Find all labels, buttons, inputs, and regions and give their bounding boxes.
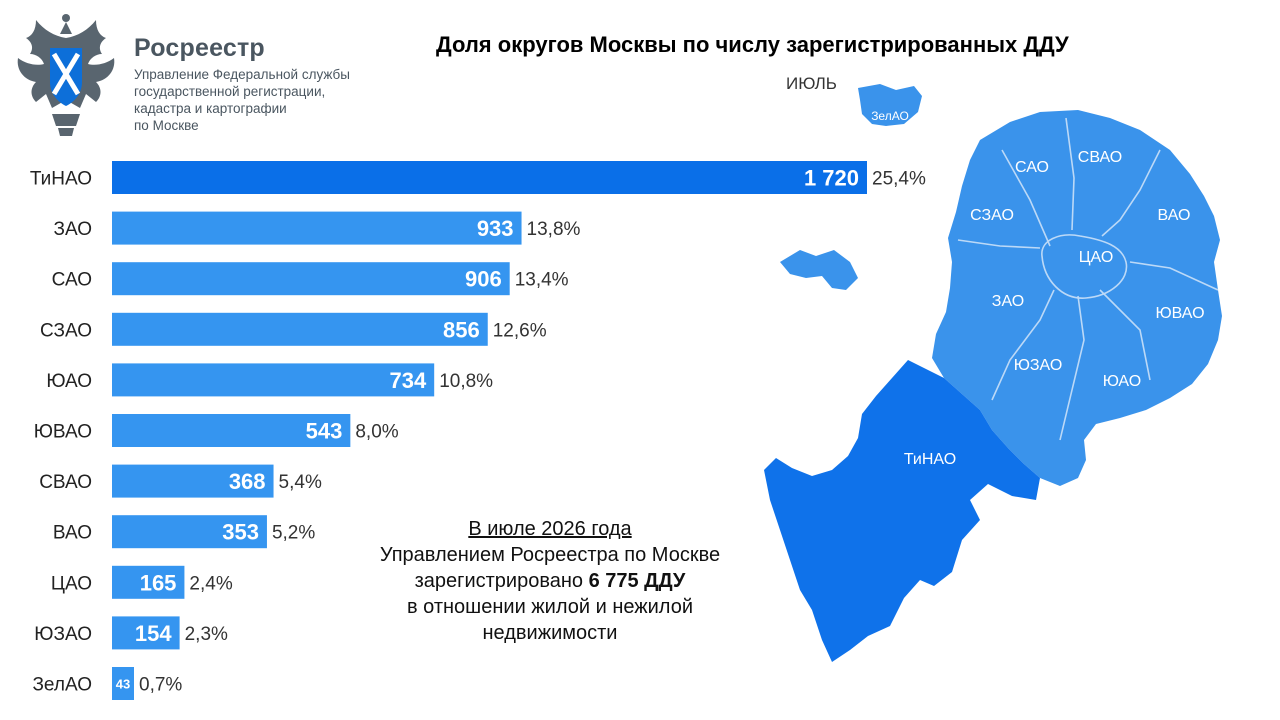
bar-percent-label: 12,6% bbox=[493, 320, 547, 341]
bar bbox=[112, 515, 267, 549]
category-label: ЮАО bbox=[46, 371, 92, 392]
brand-subtitle-line-2: государственной регистрации, bbox=[134, 84, 326, 99]
map-region-island bbox=[780, 250, 858, 290]
category-label: ВАО bbox=[53, 523, 92, 544]
bar-value-label: 43 bbox=[116, 677, 130, 692]
bar-percent-label: 13,4% bbox=[515, 270, 569, 291]
category-label: ЦАО bbox=[51, 573, 92, 594]
map-region-zelao bbox=[858, 84, 922, 126]
bar-value-label: 933 bbox=[477, 216, 514, 241]
bar-value-label: 1 720 bbox=[804, 166, 859, 191]
bar bbox=[112, 616, 180, 650]
bar-percent-label: 5,4% bbox=[279, 472, 322, 493]
bar-value-label: 856 bbox=[443, 317, 480, 342]
bar bbox=[112, 161, 867, 194]
chart-title: Доля округов Москвы по числу зарегистрир… bbox=[436, 32, 1069, 57]
summary-line-4: в отношении жилой и нежилой bbox=[406, 596, 693, 618]
category-label: ЗАО bbox=[53, 219, 92, 240]
bar-value-label: 353 bbox=[222, 520, 259, 545]
bar-percent-label: 2,3% bbox=[185, 624, 228, 645]
summary-line-3: зарегистрировано 6 775 ДДУ bbox=[330, 568, 770, 594]
bar-value-label: 734 bbox=[389, 368, 426, 393]
category-label: ТиНАО bbox=[30, 169, 92, 190]
bar bbox=[112, 565, 185, 599]
bar bbox=[112, 667, 134, 700]
summary-line-5: недвижимости bbox=[482, 622, 618, 644]
summary-period: В июле 2026 года bbox=[468, 518, 632, 540]
bar bbox=[112, 414, 351, 447]
bar bbox=[112, 464, 274, 498]
brand-subtitle-line-1: Управление Федеральной службы bbox=[134, 67, 350, 82]
category-label: ЮЗАО bbox=[34, 624, 92, 645]
moscow-districts-map bbox=[764, 84, 1222, 662]
bar-value-label: 165 bbox=[140, 570, 177, 595]
bar-percent-label: 13,8% bbox=[527, 219, 581, 240]
bar-value-label: 154 bbox=[135, 621, 172, 646]
bar-percent-label: 25,4% bbox=[872, 169, 926, 190]
summary-line-3-prefix: зарегистрировано bbox=[414, 570, 589, 592]
category-label: СВАО bbox=[39, 472, 92, 493]
map-region-tinao bbox=[764, 360, 1040, 662]
category-label: САО bbox=[52, 270, 92, 291]
bar bbox=[112, 211, 522, 245]
chart-period: ИЮЛЬ bbox=[786, 74, 837, 93]
category-label: ЗелАО bbox=[32, 675, 92, 696]
bar-value-label: 906 bbox=[465, 267, 502, 292]
brand-subtitle-line-3: кадастра и картографии bbox=[134, 101, 287, 116]
bar-percent-label: 10,8% bbox=[439, 371, 493, 392]
bar bbox=[112, 262, 510, 296]
rosreestr-emblem-icon bbox=[17, 14, 115, 136]
category-label: СЗАО bbox=[40, 320, 92, 341]
bar bbox=[112, 363, 435, 397]
bar bbox=[112, 312, 488, 346]
brand-subtitle-line-4: по Москве bbox=[134, 118, 199, 133]
summary-total: 6 775 ДДУ bbox=[588, 570, 686, 592]
bar-percent-label: 8,0% bbox=[355, 422, 398, 443]
category-label: ЮВАО bbox=[34, 422, 92, 443]
summary-block: В июле 2026 года Управлением Росреестра … bbox=[330, 516, 770, 646]
bar-value-label: 368 bbox=[229, 469, 266, 494]
summary-line-2: Управлением Росреестра по Москве bbox=[379, 544, 721, 566]
bar-percent-label: 2,4% bbox=[189, 573, 232, 594]
bar-value-label: 543 bbox=[306, 419, 343, 444]
bar-percent-label: 5,2% bbox=[272, 523, 315, 544]
bar-percent-label: 0,7% bbox=[139, 675, 182, 696]
brand-name: Росреестр bbox=[134, 34, 265, 62]
